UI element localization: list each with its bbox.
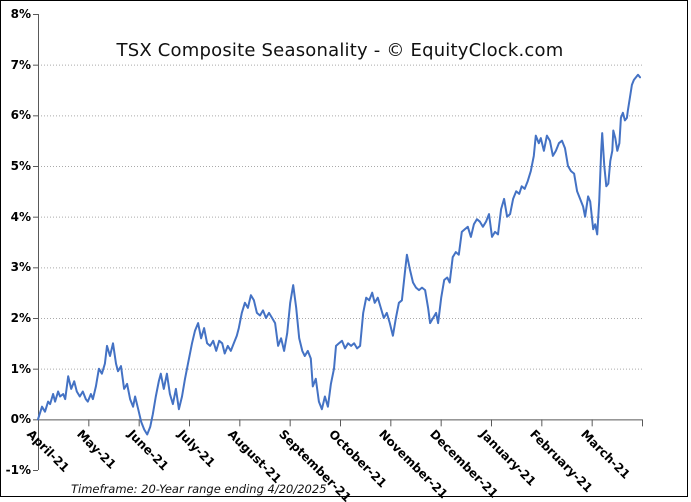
y-axis-label: -1% [5, 463, 31, 477]
y-axis-label: 5% [10, 159, 31, 173]
y-axis-label: 4% [10, 209, 31, 224]
y-axis-label: 7% [10, 57, 31, 72]
chart-title: TSX Composite Seasonality - © EquityCloc… [116, 40, 564, 61]
seasonality-line [37, 73, 641, 436]
y-axis-label: 2% [10, 311, 31, 325]
y-axis-label: 0% [10, 412, 31, 427]
timeframe-note: Timeframe: 20-Year range ending 4/20/202… [71, 482, 327, 496]
y-axis-label: 3% [10, 260, 31, 275]
y-axis-label: 8% [10, 7, 31, 21]
y-axis-label: 6% [10, 108, 31, 123]
y-axis-label: 1% [10, 361, 31, 376]
